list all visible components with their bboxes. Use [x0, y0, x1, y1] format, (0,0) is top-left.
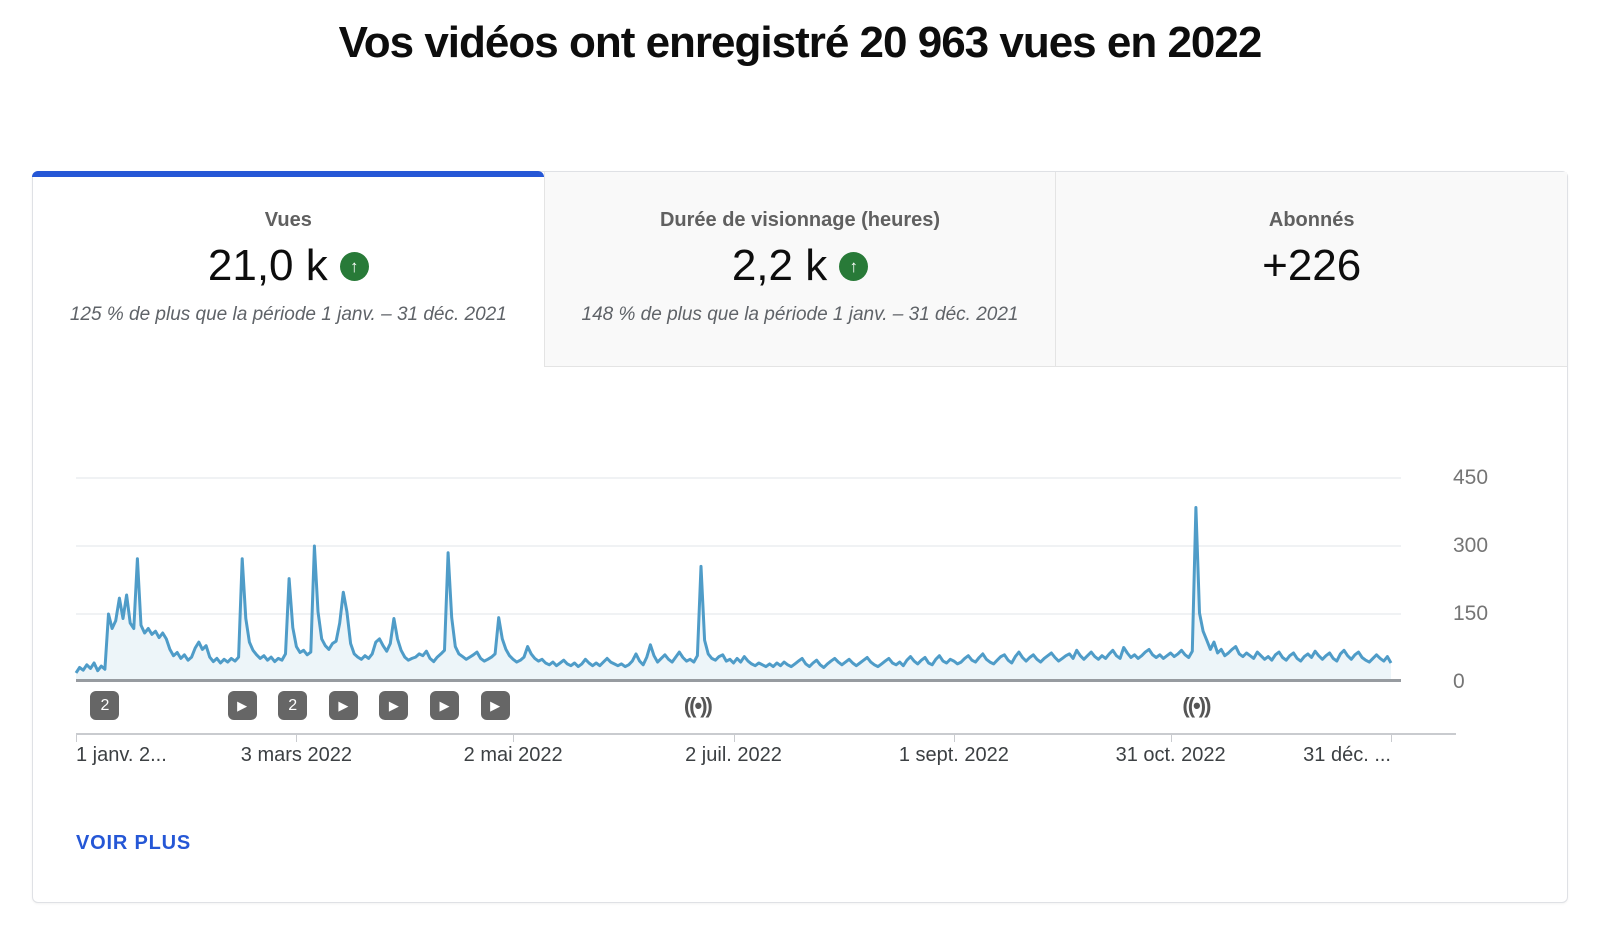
x-axis-tick	[1170, 733, 1172, 742]
live-stream-marker-icon[interactable]: ((•))	[1182, 693, 1211, 718]
metric-value: +226	[1262, 241, 1362, 290]
tab-abonnes[interactable]: Abonnés +226	[1055, 172, 1568, 367]
x-axis-tick	[1391, 733, 1392, 742]
metric-tabs: Vues 21,0 k ↑ 125 % de plus que la pério…	[32, 171, 1568, 367]
x-axis-tick-label: 1 janv. 2...	[76, 744, 167, 766]
analytics-card: Vues 21,0 k ↑ 125 % de plus que la pério…	[32, 171, 1568, 903]
x-axis-tick	[953, 733, 955, 742]
y-axis-tick-label: 150	[1453, 602, 1489, 625]
tab-label: Vues	[264, 209, 312, 231]
views-line	[74, 506, 1393, 674]
video-play-marker-icon[interactable]: ▶	[480, 691, 510, 720]
metric-comparison: 148 % de plus que la période 1 janv. – 3…	[581, 304, 1019, 325]
metric-value: 2,2 k	[731, 241, 828, 290]
x-axis-tick-label: 31 oct. 2022	[1115, 744, 1226, 766]
metric-comparison: 125 % de plus que la période 1 janv. – 3…	[69, 304, 507, 325]
video-count-marker[interactable]: 2	[90, 691, 120, 720]
youtube-analytics-page: Vos vidéos ont enregistré 20 963 vues en…	[0, 14, 1600, 925]
y-axis-tick-label: 0	[1453, 670, 1465, 693]
chart-plot[interactable]	[74, 455, 1401, 682]
views-area	[76, 507, 1391, 682]
video-play-marker-icon[interactable]: ▶	[429, 691, 459, 720]
video-play-marker-icon[interactable]: ▶	[328, 691, 358, 720]
y-axis-tick-label: 450	[1453, 466, 1489, 489]
x-axis-tick-label: 2 mai 2022	[463, 744, 563, 766]
views-over-time-chart: 450 300 150 0 2 ▶ 2 ▶ ▶ ▶ ▶ ((•)) ((•)) 1 janv. 2..…	[33, 367, 1567, 904]
tab-label: Durée de visionnage (heures)	[659, 209, 941, 231]
tab-duree-visionnage[interactable]: Durée de visionnage (heures) 2,2 k ↑ 148…	[543, 172, 1056, 367]
trend-up-icon: ↑	[339, 251, 369, 281]
video-count-marker[interactable]: 2	[278, 691, 308, 720]
video-play-marker-icon[interactable]: ▶	[227, 691, 257, 720]
x-axis-tick-label: 1 sept. 2022	[898, 744, 1009, 766]
y-axis-tick-label: 300	[1453, 534, 1489, 557]
tab-vues[interactable]: Vues 21,0 k ↑ 125 % de plus que la pério…	[32, 171, 544, 367]
x-axis-tick	[733, 733, 735, 742]
active-tab-indicator	[32, 171, 544, 177]
metric-value: 21,0 k	[207, 241, 328, 290]
x-axis-tick	[296, 733, 298, 742]
x-axis-tick-label: 31 déc. ...	[1303, 744, 1391, 766]
see-more-link[interactable]: VOIR PLUS	[76, 832, 191, 854]
tab-label: Abonnés	[1268, 209, 1355, 231]
x-axis-tick-label: 3 mars 2022	[240, 744, 352, 766]
x-axis-tick	[513, 733, 515, 742]
x-axis-tick	[76, 733, 77, 742]
x-axis-line	[76, 733, 1456, 735]
x-axis-tick-label: 2 juil. 2022	[685, 744, 782, 766]
trend-up-icon: ↑	[839, 251, 869, 281]
video-play-marker-icon[interactable]: ▶	[379, 691, 409, 720]
live-stream-marker-icon[interactable]: ((•))	[683, 693, 713, 718]
page-title: Vos vidéos ont enregistré 20 963 vues en…	[338, 18, 1263, 67]
